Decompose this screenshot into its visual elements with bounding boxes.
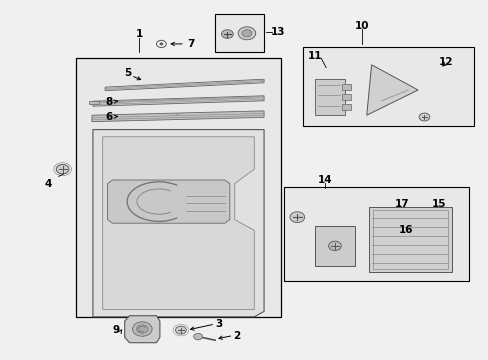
Text: 12: 12 (438, 57, 452, 67)
Polygon shape (102, 137, 254, 310)
Bar (315, 79, 344, 115)
Circle shape (328, 241, 341, 251)
Bar (215, 14, 264, 52)
Text: 14: 14 (317, 175, 332, 185)
Bar (303, 47, 473, 126)
Polygon shape (366, 65, 417, 115)
Bar (368, 207, 451, 272)
Circle shape (175, 326, 186, 334)
Text: 11: 11 (307, 51, 322, 61)
Polygon shape (105, 79, 264, 91)
Bar (315, 226, 354, 266)
Text: 4: 4 (44, 179, 52, 189)
Circle shape (418, 113, 429, 121)
Text: 1: 1 (136, 29, 142, 39)
Text: 17: 17 (394, 199, 408, 210)
Circle shape (221, 30, 233, 39)
Circle shape (56, 165, 69, 174)
Bar (283, 187, 468, 281)
Text: 2: 2 (233, 330, 240, 341)
Circle shape (193, 333, 202, 340)
Text: 8: 8 (105, 96, 112, 107)
Text: 6: 6 (105, 112, 112, 122)
Text: 15: 15 (431, 199, 446, 210)
Circle shape (132, 322, 152, 336)
Bar (372, 210, 447, 269)
Circle shape (242, 30, 251, 37)
Text: 16: 16 (398, 225, 412, 235)
Circle shape (160, 43, 163, 45)
Polygon shape (93, 96, 264, 106)
Circle shape (238, 27, 255, 40)
Bar (342, 84, 350, 90)
Polygon shape (92, 111, 264, 122)
Text: 7: 7 (186, 39, 194, 49)
Bar (89, 101, 99, 104)
Circle shape (136, 325, 148, 333)
Bar (342, 104, 350, 110)
Bar (76, 58, 281, 317)
Polygon shape (107, 180, 229, 223)
Text: 9: 9 (112, 325, 119, 336)
Polygon shape (93, 130, 264, 317)
Circle shape (289, 212, 304, 222)
Text: 5: 5 (124, 68, 131, 78)
Bar (342, 94, 350, 100)
Text: 3: 3 (215, 319, 222, 329)
Text: 13: 13 (270, 27, 285, 37)
Polygon shape (124, 316, 160, 343)
Text: 10: 10 (354, 21, 368, 31)
